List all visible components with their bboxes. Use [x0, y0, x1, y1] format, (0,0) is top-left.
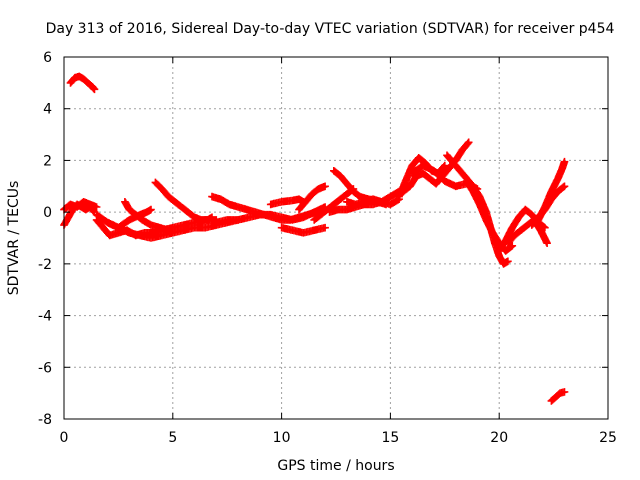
series-arc-27	[547, 388, 569, 405]
data-point	[208, 213, 216, 222]
data-point	[464, 139, 472, 148]
data-point	[508, 242, 517, 250]
y-tick-label: -4	[38, 309, 52, 325]
x-tick-label: 5	[168, 430, 177, 446]
y-tick-label: 4	[43, 102, 52, 118]
series-arc-11	[277, 223, 329, 237]
data-point	[560, 388, 569, 396]
series-arc-26	[534, 157, 569, 224]
series-arc-13	[295, 182, 329, 214]
y-tick-label: -6	[38, 360, 52, 376]
data-point	[321, 223, 329, 232]
series-arc-3	[66, 72, 99, 94]
chart-title: Day 313 of 2016, Sidereal Day-to-day VTE…	[46, 21, 615, 37]
series-arc-8	[151, 178, 216, 224]
y-tick-label: -2	[38, 257, 52, 273]
data-point	[541, 223, 549, 232]
data-point	[440, 162, 448, 171]
data-point	[441, 161, 449, 170]
data-point	[92, 203, 101, 211]
series-arc-10	[212, 203, 329, 227]
data-point	[90, 85, 99, 94]
axis-ticks: 0 5 10 15 20 25 -8 -6 -4 -2 0 2 4 6	[38, 50, 617, 446]
data-point	[504, 257, 512, 266]
x-tick-label: 10	[273, 430, 291, 446]
data-point	[321, 182, 329, 191]
data-point	[560, 157, 569, 166]
data-point	[560, 182, 569, 191]
x-axis-label: GPS time / hours	[277, 458, 394, 474]
x-tick-label: 15	[381, 430, 399, 446]
x-tick-label: 20	[490, 430, 508, 446]
plot-frame	[63, 56, 609, 420]
series-arc-7	[103, 205, 155, 232]
y-tick-label: 0	[43, 205, 52, 221]
y-tick-label: 6	[43, 50, 52, 66]
data-point	[464, 138, 473, 147]
data-point	[147, 205, 155, 214]
data-point	[164, 226, 173, 234]
series-arc-12	[266, 195, 308, 209]
series-arc-17	[343, 195, 403, 209]
y-tick-label: 2	[43, 153, 52, 169]
y-tick-label: -8	[38, 412, 52, 428]
y-axis-label: SDTVAR / TECUs	[6, 181, 22, 296]
data-marks	[60, 72, 569, 405]
x-tick-label: 0	[60, 430, 69, 446]
x-tick-label: 25	[599, 430, 617, 446]
data-point	[543, 239, 551, 247]
series-arc-2	[60, 198, 101, 214]
